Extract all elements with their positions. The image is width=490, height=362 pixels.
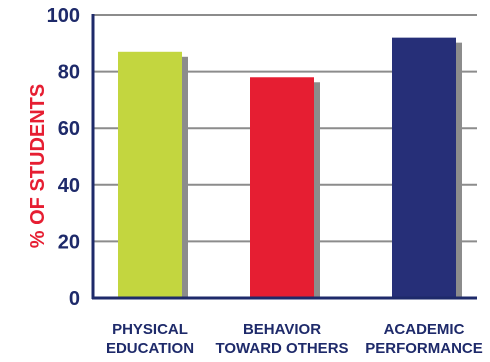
y-tick-label: 40: [58, 175, 80, 197]
y-tick-label: 0: [69, 288, 80, 310]
y-tick-label: 20: [58, 231, 80, 253]
y-tick-labels: 0 20 40 60 80 100: [47, 5, 80, 310]
x-category-label: BEHAVIOR: [243, 321, 321, 338]
bar: [118, 51, 182, 298]
x-category-label: PERFORMANCE: [365, 340, 483, 357]
bar: [392, 37, 456, 298]
x-category-label: ACADEMIC: [384, 321, 465, 338]
axes: [91, 14, 477, 300]
y-axis-label: % OF STUDENTS: [27, 84, 49, 248]
x-category-label: EDUCATION: [106, 340, 194, 357]
x-category-label: PHYSICAL: [112, 321, 188, 338]
x-category-labels: PHYSICAL EDUCATION BEHAVIOR TOWARD OTHERS AC…: [106, 321, 483, 357]
y-tick-label: 100: [47, 5, 80, 27]
y-tick-label: 60: [58, 118, 80, 140]
y-tick-label: 80: [58, 62, 80, 84]
bar: [250, 77, 314, 298]
x-category-label: TOWARD OTHERS: [215, 340, 348, 357]
bars: [118, 37, 462, 298]
